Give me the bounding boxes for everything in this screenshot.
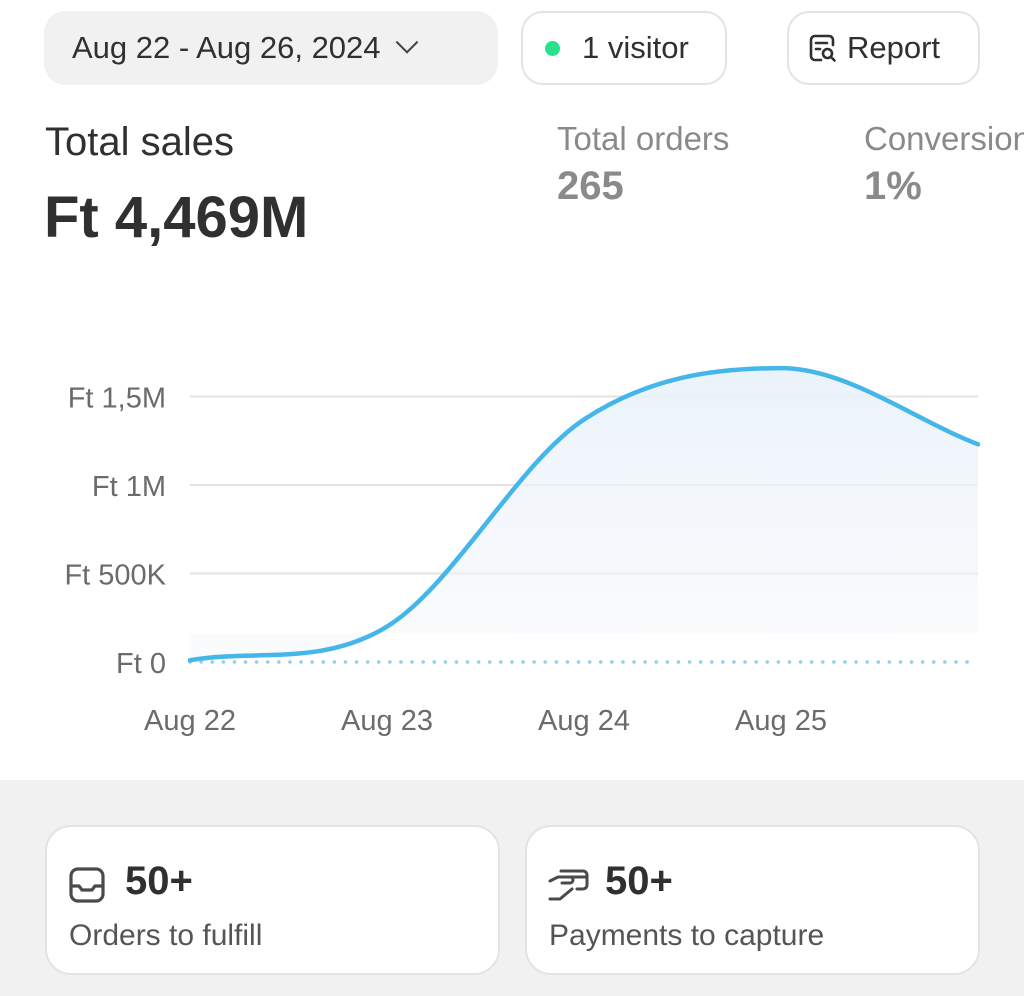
total-sales-value: Ft 4,469M <box>44 185 309 250</box>
x-tick-label: Aug 22 <box>144 705 236 737</box>
sales-chart: Ft 0 Ft 500K Ft 1M Ft 1,5M Aug 22 Aug 23 Aug 2… <box>64 365 981 737</box>
chevron-down-icon <box>395 31 418 54</box>
live-visitors-button[interactable]: 1 visitor <box>521 11 727 85</box>
payments-to-capture-label: Payments to capture <box>549 919 825 952</box>
report-button[interactable]: Report <box>787 11 980 85</box>
y-tick-label: Ft 1,5M <box>68 383 166 415</box>
x-tick-label: Aug 25 <box>735 705 827 737</box>
y-tick-label: Ft 1M <box>92 471 166 503</box>
payments-to-capture-value: 50+ <box>605 859 673 903</box>
conversion-value: 1% <box>864 164 922 208</box>
x-tick-label: Aug 23 <box>341 705 433 737</box>
y-tick-label: Ft 500K <box>64 560 166 592</box>
total-orders-value: 265 <box>557 164 624 208</box>
date-range-label: Aug 22 - Aug 26, 2024 <box>72 30 381 65</box>
inbox-icon <box>69 867 105 903</box>
total-orders-label[interactable]: Total orders <box>557 120 730 157</box>
sales-series-line <box>187 365 981 663</box>
conversion-label[interactable]: Conversion <box>864 120 1024 157</box>
report-label: Report <box>847 30 941 65</box>
payments-to-capture-card[interactable]: 50+ Payments to capture <box>525 825 980 975</box>
total-sales-label: Total sales <box>45 120 234 164</box>
hand-card-icon <box>548 869 589 901</box>
report-search-icon <box>809 34 836 62</box>
sales-area <box>190 368 978 661</box>
orders-to-fulfill-card[interactable]: 50+ Orders to fulfill <box>45 825 500 975</box>
orders-to-fulfill-label: Orders to fulfill <box>69 919 263 952</box>
orders-to-fulfill-value: 50+ <box>125 859 193 903</box>
date-range-picker[interactable]: Aug 22 - Aug 26, 2024 <box>44 11 498 85</box>
status-dot-icon <box>545 40 560 56</box>
x-tick-label: Aug 24 <box>538 705 630 737</box>
visitors-label: 1 visitor <box>582 30 689 65</box>
y-tick-label: Ft 0 <box>116 648 166 680</box>
